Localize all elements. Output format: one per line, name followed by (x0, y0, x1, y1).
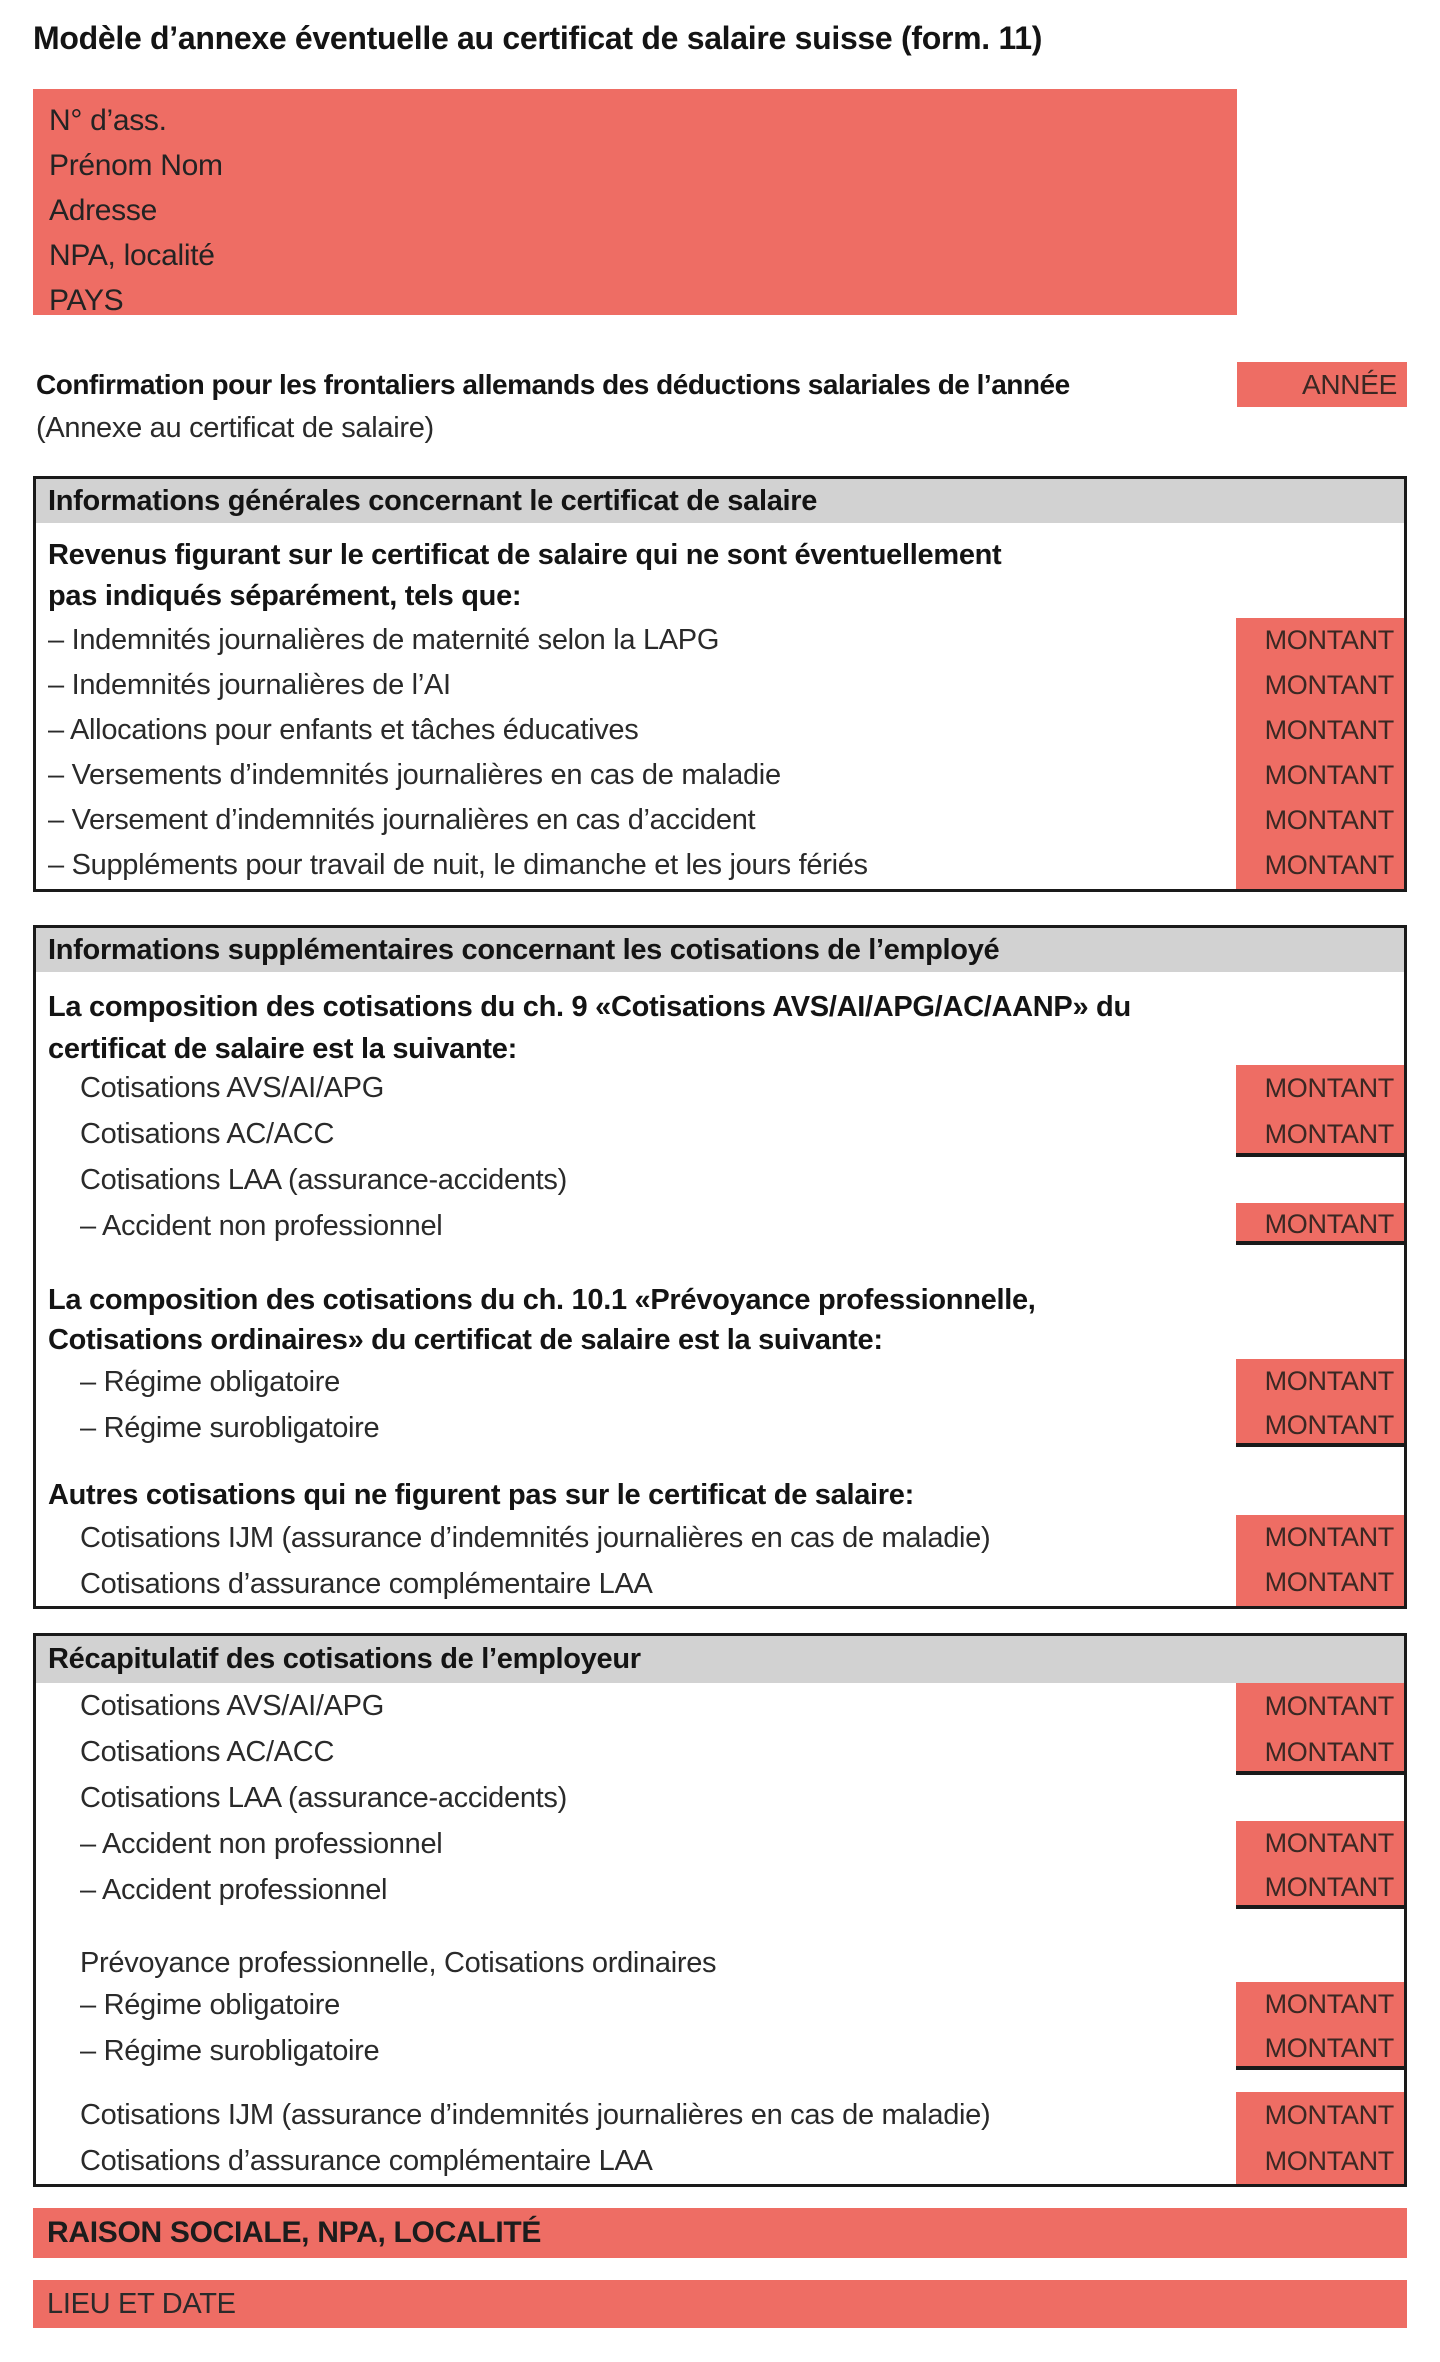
row-label: Cotisations AC/ACC (80, 1735, 335, 1768)
amount-field[interactable]: MONTANT (1264, 1365, 1395, 1396)
block-other-title: Autres cotisations qui ne figurent pas s… (36, 1473, 914, 1517)
amount-strip: MONTANT MONTANT (1236, 2092, 1404, 2184)
row-label: Cotisations LAA (assurance-accidents) (80, 1163, 567, 1196)
row-label: Prévoyance professionnelle, Cotisations … (80, 1946, 717, 1979)
row-label: Cotisations AVS/AI/APG (80, 1689, 384, 1722)
amount-field[interactable]: MONTANT (1264, 2099, 1395, 2130)
amount-field[interactable]: MONTANT (1264, 1988, 1395, 2019)
row-label: – Suppléments pour travail de nuit, le d… (48, 849, 868, 881)
amount-field[interactable]: MONTANT (1264, 1409, 1395, 1440)
amount-field[interactable]: MONTANT (1264, 760, 1395, 790)
intro-line: Autres cotisations qui ne figurent pas s… (48, 1479, 914, 1511)
row-label: – Allocations pour enfants et tâches édu… (48, 714, 639, 746)
amount-field[interactable]: MONTANT (1264, 850, 1395, 880)
section-general-header: Informations générales concernant le cer… (36, 479, 1404, 523)
address-line-country: PAYS (49, 284, 124, 317)
section-general-info: Informations générales concernant le cer… (33, 476, 1407, 892)
block-ch9-rows: Cotisations AVS/AI/APG Cotisations AC/AC… (36, 1065, 1229, 1249)
address-line-street: Adresse (49, 194, 157, 227)
amount-field[interactable]: MONTANT (1264, 1567, 1395, 1597)
general-rows: – Indemnités journalières de maternité s… (36, 618, 1229, 888)
confirmation-subtitle: (Annexe au certificat de salaire) (36, 412, 434, 444)
row-label: – Indemnités journalières de l’AI (48, 669, 451, 701)
row-label: – Régime obligatoire (80, 1365, 340, 1398)
row-label: – Versement d’indemnités journalières en… (48, 804, 756, 836)
amount-field[interactable]: MONTANT (1264, 1208, 1395, 1239)
address-line-name: Prénom Nom (49, 149, 223, 182)
confirmation-title: Confirmation pour les frontaliers allema… (36, 369, 1070, 400)
section-employee-header: Informations supplémentaires concernant … (36, 928, 1404, 972)
amount-strip: MONTANT MONTANT MONTANT MONTANT MONTANT … (1236, 618, 1404, 889)
row-label: Cotisations d’assurance complémentaire L… (80, 2144, 653, 2177)
section-employee-contributions: Informations supplémentaires concernant … (33, 925, 1407, 1609)
amount-strip: MONTANT MONTANT (1236, 1359, 1404, 1447)
section-general-intro: Revenus figurant sur le certificat de sa… (36, 535, 1002, 617)
amount-field[interactable]: MONTANT (1264, 1827, 1395, 1858)
amount-field[interactable]: MONTANT (1264, 1118, 1395, 1149)
row-label: Cotisations d’assurance complémentaire L… (80, 1567, 653, 1600)
intro-line: La composition des cotisations du ch. 10… (48, 1284, 1036, 1316)
block-ch101-rows: – Régime obligatoire – Régime surobligat… (36, 1359, 1229, 1451)
amount-field[interactable]: MONTANT (1264, 2032, 1395, 2063)
amount-strip: MONTANT (1236, 1203, 1404, 1245)
address-line-insurance-number: N° d’ass. (49, 104, 167, 137)
section-employer-header: Récapitulatif des cotisations de l’emplo… (36, 1636, 1404, 1683)
amount-field[interactable]: MONTANT (1264, 1522, 1395, 1552)
amount-field[interactable]: MONTANT (1264, 805, 1395, 835)
row-label: – Versements d’indemnités journalières e… (48, 759, 781, 791)
row-label: – Régime surobligatoire (80, 2034, 380, 2067)
amount-field[interactable]: MONTANT (1264, 625, 1395, 655)
row-label: – Régime surobligatoire (80, 1411, 380, 1444)
year-field[interactable]: ANNÉE (1237, 362, 1407, 407)
address-line-city: NPA, localité (49, 239, 215, 272)
amount-field[interactable]: MONTANT (1264, 670, 1395, 700)
intro-line: pas indiqués séparément, tels que: (48, 580, 522, 612)
intro-line: La composition des cotisations du ch. 9 … (48, 991, 1131, 1023)
intro-line: certificat de salaire est la suivante: (48, 1033, 517, 1065)
amount-field[interactable]: MONTANT (1264, 1871, 1395, 1902)
amount-strip: MONTANT MONTANT (1236, 1065, 1404, 1157)
amount-strip: MONTANT MONTANT (1236, 1982, 1404, 2070)
block-ch101-title: La composition des cotisations du ch. 10… (36, 1280, 1036, 1360)
block-ch9-title: La composition des cotisations du ch. 9 … (36, 986, 1131, 1070)
amount-field[interactable]: MONTANT (1264, 715, 1395, 745)
employer-rows-2: – Régime obligatoire – Régime surobligat… (36, 1982, 1229, 2074)
amount-field[interactable]: MONTANT (1264, 1736, 1395, 1767)
row-label: – Indemnités journalières de maternité s… (48, 624, 720, 656)
row-label: – Régime obligatoire (80, 1988, 340, 2021)
row-label: Cotisations IJM (assurance d’indemnités … (80, 1521, 991, 1554)
employer-rows-3: Cotisations IJM (assurance d’indemnités … (36, 2092, 1229, 2184)
section-employer-summary: Récapitulatif des cotisations de l’emplo… (33, 1633, 1407, 2187)
row-label: Cotisations LAA (assurance-accidents) (80, 1781, 567, 1814)
row-label: – Accident professionnel (80, 1873, 388, 1906)
employee-address-field[interactable]: N° d’ass. Prénom Nom Adresse NPA, locali… (33, 89, 1237, 317)
row-label: Cotisations IJM (assurance d’indemnités … (80, 2098, 991, 2131)
row-label: – Accident non professionnel (80, 1827, 443, 1860)
amount-field[interactable]: MONTANT (1264, 2145, 1395, 2176)
employer-pp-line: Prévoyance professionnelle, Cotisations … (36, 1940, 1229, 1986)
amount-strip: MONTANT MONTANT (1236, 1683, 1404, 1775)
amount-strip: MONTANT MONTANT (1236, 1821, 1404, 1909)
employer-rows-1: Cotisations AVS/AI/APG Cotisations AC/AC… (36, 1683, 1229, 1913)
document-title: Modèle d’annexe éventuelle au certificat… (33, 20, 1043, 56)
row-label: – Accident non professionnel (80, 1209, 443, 1242)
amount-strip: MONTANT MONTANT (1236, 1515, 1404, 1606)
row-label: Cotisations AC/ACC (80, 1117, 335, 1150)
block-other-rows: Cotisations IJM (assurance d’indemnités … (36, 1515, 1229, 1607)
intro-line: Cotisations ordinaires» du certificat de… (48, 1324, 883, 1356)
company-name-field[interactable]: RAISON SOCIALE, NPA, LOCALITÉ (33, 2208, 1407, 2258)
intro-line: Revenus figurant sur le certificat de sa… (48, 539, 1002, 571)
amount-field[interactable]: MONTANT (1264, 1072, 1395, 1103)
place-date-field[interactable]: LIEU ET DATE (33, 2280, 1407, 2328)
row-label: Cotisations AVS/AI/APG (80, 1071, 384, 1104)
amount-field[interactable]: MONTANT (1264, 1690, 1395, 1721)
